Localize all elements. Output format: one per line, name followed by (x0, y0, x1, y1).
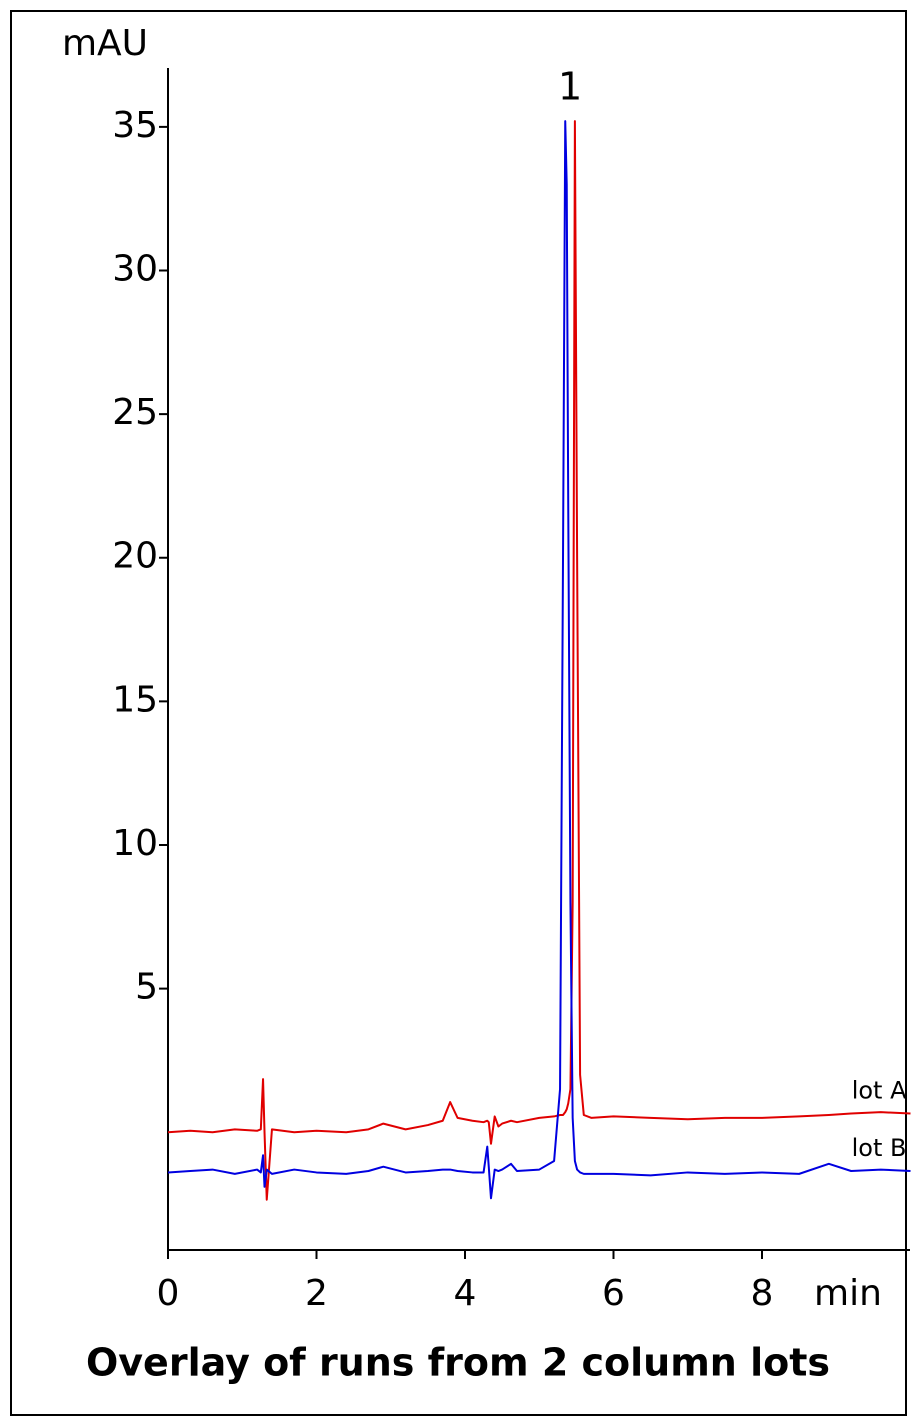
y-tick-label: 35 (112, 105, 158, 146)
y-tick-label: 5 (135, 967, 158, 1008)
frame (10, 10, 907, 1416)
y-tick-label: 20 (112, 536, 158, 577)
x-tick-label: 0 (157, 1273, 180, 1314)
series-label: lot B (852, 1134, 907, 1162)
x-tick-label: 4 (454, 1273, 477, 1314)
y-axis-label: mAU (62, 23, 148, 64)
series-line (167, 120, 911, 1201)
x-tick-label: 2 (305, 1273, 328, 1314)
x-tick-label: 8 (751, 1273, 774, 1314)
y-tick-label: 30 (112, 249, 158, 290)
peak-label: 1 (558, 65, 582, 109)
chart-title: Overlay of runs from 2 column lots (86, 1341, 830, 1385)
series-label: lot A (852, 1077, 907, 1105)
y-tick-label: 25 (112, 392, 158, 433)
y-tick-label: 10 (112, 823, 158, 864)
x-axis-label: min (814, 1273, 882, 1314)
series-line (167, 120, 911, 1200)
y-tick-label: 15 (112, 679, 158, 720)
x-tick-label: 6 (602, 1273, 625, 1314)
